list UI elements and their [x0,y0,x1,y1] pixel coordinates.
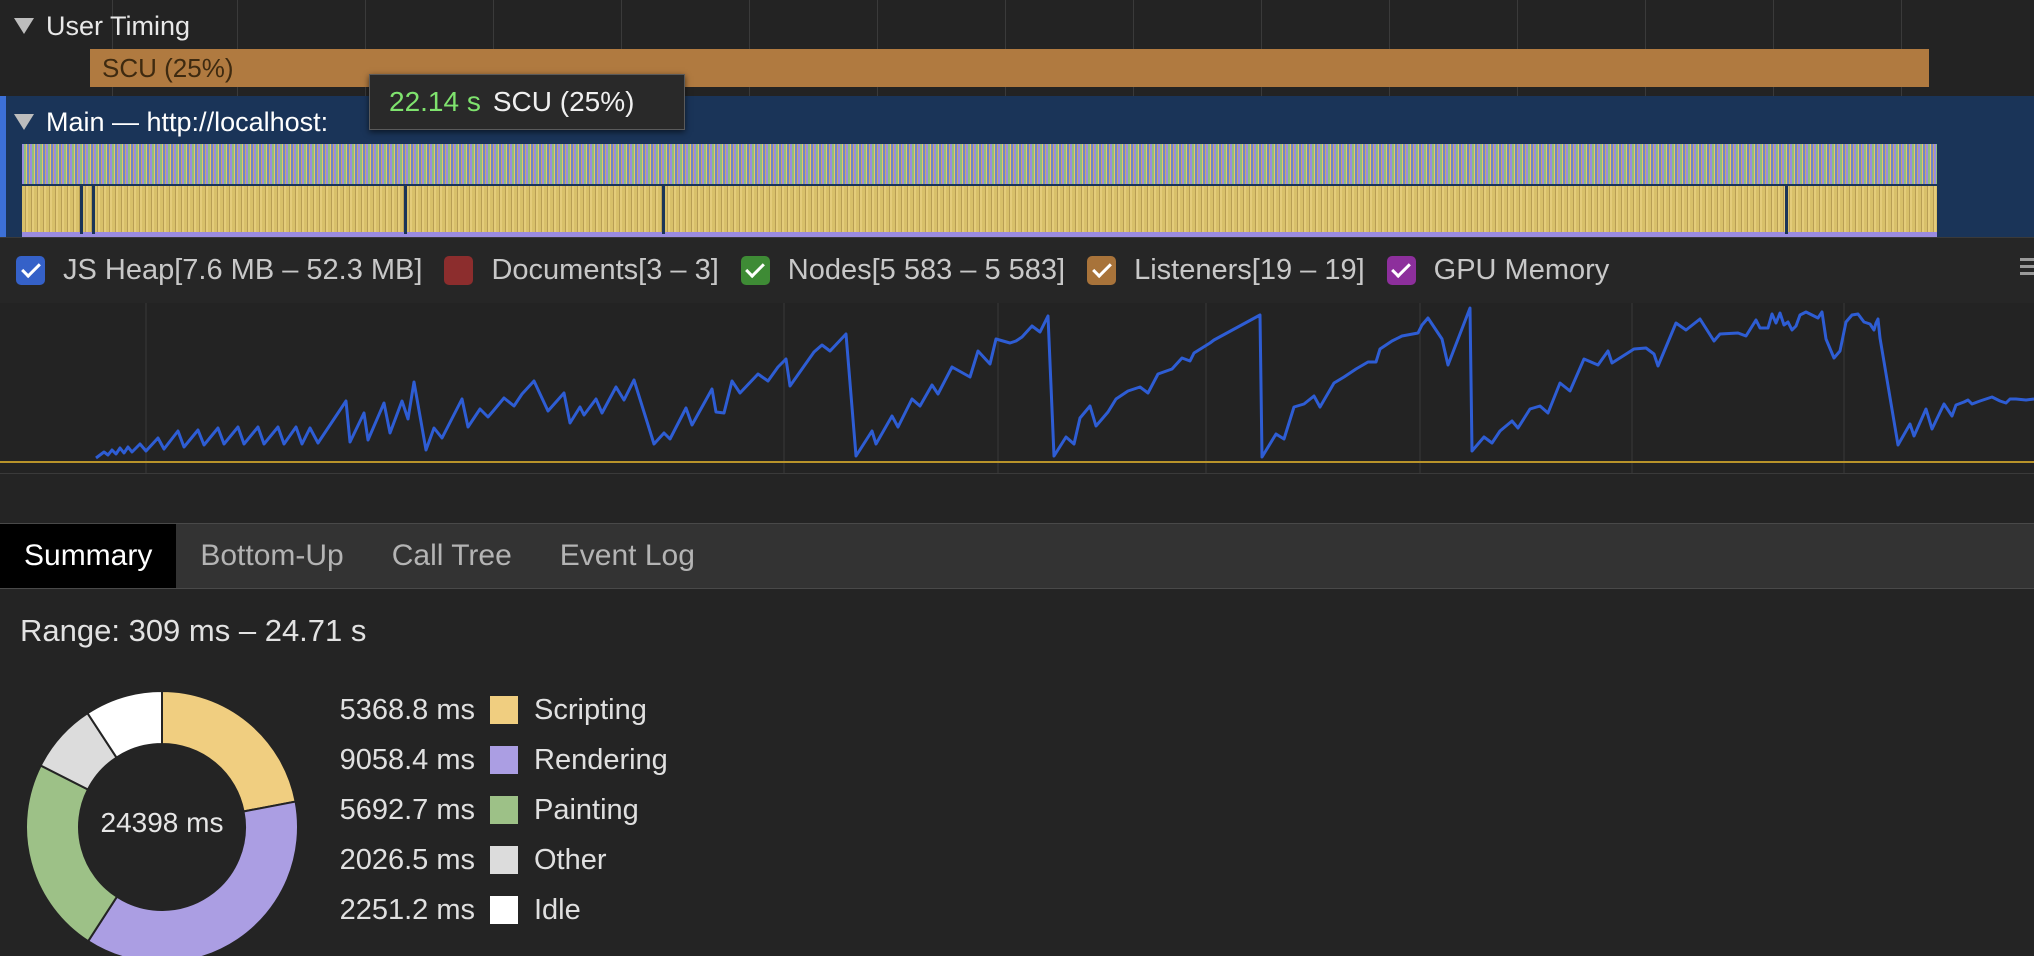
scu-bar-label: SCU (25%) [102,53,234,83]
donut-slice-scripting [161,691,297,813]
donut-total: 24398 ms [100,807,224,838]
tooltip-time: 22.14 s [389,86,481,117]
summary-legend: 5368.8 ms Scripting 9058.4 ms Rendering … [300,685,668,935]
main-track-label: Main — http://localhost: [46,106,329,137]
counter-label: Documents[3 – 3] [491,254,719,286]
timeline-overview[interactable]: User Timing SCU (25%) Main — http://loca… [0,0,2034,237]
counter-label: JS Heap[7.6 MB – 52.3 MB] [63,254,423,286]
collapse-triangle-icon[interactable] [14,18,34,34]
legend-row-painting: 5692.7 ms Painting [300,785,668,835]
memory-graph-svg [0,303,2034,473]
legend-label: Painting [534,793,639,826]
counters-legend: JS Heap[7.6 MB – 52.3 MB] Documents[3 – … [0,237,2034,303]
main-flame-row-2[interactable] [22,186,1937,234]
counter-label: Listeners[19 – 19] [1134,254,1365,286]
counter-nodes[interactable]: Nodes[5 583 – 5 583] [740,254,1066,287]
legend-swatch [490,696,518,724]
user-timing-label: User Timing [46,10,191,41]
tab-bottom-up[interactable]: Bottom-Up [200,539,344,572]
flame-gap [662,186,665,234]
checkmark-icon [20,257,41,278]
main-track-header[interactable]: Main — http://localhost: [14,104,328,140]
legend-value: 2026.5 ms [339,843,475,876]
legend-label: Idle [534,893,581,926]
checkmark-icon [1091,257,1112,278]
memory-graph[interactable] [0,303,2034,473]
user-timing-track-header[interactable]: User Timing [14,8,190,44]
legend-row-rendering: 9058.4 ms Rendering [300,735,668,785]
legend-row-idle: 2251.2 ms Idle [300,885,668,935]
tab-summary[interactable]: Summary [0,524,177,588]
legend-label: Rendering [534,743,668,776]
legend-label: Scripting [534,693,647,726]
legend-value: 5692.7 ms [339,793,475,826]
counter-gpu-memory[interactable]: GPU Memory [1386,254,1610,287]
legend-value: 2251.2 ms [339,893,475,926]
flame-gap [1785,186,1788,234]
checkmark-icon [1391,257,1412,278]
tab-call-tree[interactable]: Call Tree [391,539,512,572]
listeners-checkbox[interactable] [1087,256,1117,285]
legend-row-scripting: 5368.8 ms Scripting [300,685,668,735]
main-track-selection-accent [0,96,6,237]
legend-swatch [490,746,518,774]
donut-slice-painting [26,764,119,943]
flame-gap [92,186,95,234]
counter-label: Nodes[5 583 – 5 583] [787,254,1066,286]
tab-event-log[interactable]: Event Log [559,539,695,572]
collapse-triangle-icon[interactable] [14,114,34,130]
flame-tail [1937,144,2034,237]
counter-js-heap[interactable]: JS Heap[7.6 MB – 52.3 MB] [16,254,422,287]
main-flame-row-3[interactable] [22,232,1937,237]
summary-donut-chart [26,691,298,956]
legend-swatch [490,846,518,874]
graph-spacer [0,473,2034,523]
legend-value: 9058.4 ms [339,743,475,776]
legend-row-other: 2026.5 ms Other [300,835,668,885]
scu-user-timing-bar[interactable]: SCU (25%) [90,49,1929,87]
flame-gap [80,186,83,234]
counter-documents[interactable]: Documents[3 – 3] [444,254,719,287]
details-tabs: Summary Bottom-Up Call Tree Event Log [0,523,2034,589]
flame-gap [404,186,407,234]
donut-slice-rendering [86,800,298,956]
legend-swatch [490,796,518,824]
nodes-checkbox[interactable] [740,256,770,285]
gpu-memory-checkbox[interactable] [1386,256,1416,285]
legend-swatch [490,896,518,924]
range-label: Range: 309 ms – 24.71 s [20,613,367,648]
tooltip-name: SCU (25%) [492,86,635,117]
legend-label: Other [534,843,607,876]
documents-checkbox[interactable] [444,256,474,285]
summary-panel: Range: 309 ms – 24.71 s 24398 ms 5368.8 … [0,589,2034,956]
checkmark-icon [745,257,766,278]
menu-icon[interactable] [2020,258,2034,280]
timing-tooltip: 22.14 s SCU (25%) [369,74,685,130]
js-heap-line [95,306,2034,460]
legend-value: 5368.8 ms [339,693,475,726]
donut-slice-idle [86,691,163,759]
counter-listeners[interactable]: Listeners[19 – 19] [1087,254,1365,287]
counter-label: GPU Memory [1433,254,1610,286]
main-flame-row-1[interactable] [22,144,1937,184]
js-heap-checkbox[interactable] [16,256,45,285]
